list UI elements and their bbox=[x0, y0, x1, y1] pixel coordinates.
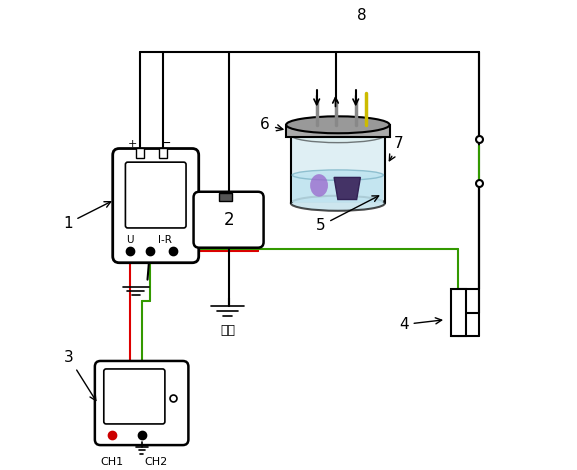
Polygon shape bbox=[334, 178, 361, 200]
Bar bbox=[219, 193, 232, 201]
FancyBboxPatch shape bbox=[113, 149, 198, 263]
Bar bbox=[451, 289, 466, 336]
Text: CH1: CH1 bbox=[101, 457, 124, 467]
Text: U: U bbox=[126, 235, 133, 245]
FancyBboxPatch shape bbox=[125, 162, 186, 228]
Text: −: − bbox=[161, 137, 171, 149]
Ellipse shape bbox=[310, 174, 328, 196]
Bar bbox=[136, 148, 144, 158]
Text: +: + bbox=[128, 139, 138, 149]
Ellipse shape bbox=[293, 170, 384, 180]
Text: 接地: 接地 bbox=[220, 324, 235, 337]
FancyBboxPatch shape bbox=[104, 369, 165, 424]
Text: 3: 3 bbox=[64, 350, 96, 400]
Ellipse shape bbox=[291, 128, 385, 143]
Text: 2: 2 bbox=[223, 211, 234, 229]
Bar bbox=[159, 148, 167, 158]
Text: I-R: I-R bbox=[159, 235, 173, 245]
FancyBboxPatch shape bbox=[193, 192, 264, 248]
Text: 6: 6 bbox=[260, 117, 283, 132]
Polygon shape bbox=[286, 125, 389, 137]
Text: 4: 4 bbox=[399, 317, 441, 332]
Text: 7: 7 bbox=[389, 136, 404, 161]
FancyBboxPatch shape bbox=[95, 361, 188, 445]
Polygon shape bbox=[291, 135, 385, 204]
Text: 8: 8 bbox=[357, 8, 366, 23]
Text: 5: 5 bbox=[316, 196, 379, 233]
Ellipse shape bbox=[286, 117, 389, 133]
Text: 1: 1 bbox=[63, 202, 111, 231]
Text: CH2: CH2 bbox=[144, 457, 167, 467]
Ellipse shape bbox=[291, 196, 385, 211]
Polygon shape bbox=[293, 175, 384, 202]
